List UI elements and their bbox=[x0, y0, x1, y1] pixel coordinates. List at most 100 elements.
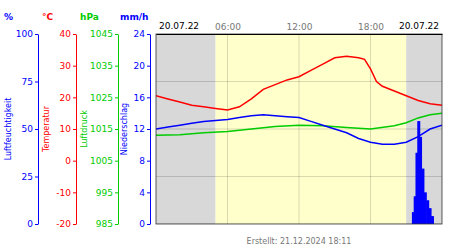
y-tick: 50 bbox=[22, 124, 38, 134]
y-tick-label: 40 bbox=[60, 29, 72, 39]
tick-line bbox=[115, 129, 118, 130]
y-tick: 16 bbox=[134, 93, 150, 103]
y-tick: 1035 bbox=[90, 61, 118, 71]
y-tick-label: 0 bbox=[65, 156, 71, 166]
tick-line bbox=[73, 129, 76, 130]
y-tick-label: 20 bbox=[60, 93, 72, 103]
y-tick-label: 995 bbox=[96, 188, 113, 198]
axis-line bbox=[150, 35, 151, 225]
tick-line bbox=[35, 82, 38, 83]
tick-line bbox=[147, 97, 150, 98]
y-tick-label: 985 bbox=[96, 219, 113, 229]
tick-line bbox=[35, 129, 38, 130]
y-axis: 985 995 1005 1015 1025 1035 1045 bbox=[90, 29, 118, 229]
plot-frame bbox=[156, 34, 442, 224]
y-tick-label: 75 bbox=[22, 77, 33, 87]
grid-line bbox=[156, 34, 442, 35]
y-tick: 10 bbox=[60, 124, 76, 134]
axis-title: Niederschlag bbox=[120, 103, 129, 155]
y-tick-label: 4 bbox=[139, 188, 145, 198]
y-tick: 20 bbox=[134, 61, 150, 71]
y-axis: 0 25 50 75 100 bbox=[16, 29, 39, 229]
axis-unit: °C bbox=[42, 12, 54, 22]
y-tick-label: 50 bbox=[22, 124, 34, 134]
axis-unit: % bbox=[4, 12, 13, 22]
y-tick-label: 16 bbox=[134, 93, 146, 103]
tick-line bbox=[147, 66, 150, 67]
tick-line bbox=[115, 34, 118, 35]
tick-line bbox=[147, 224, 150, 225]
y-tick-label: 12 bbox=[134, 124, 145, 134]
y-tick-label: 100 bbox=[16, 29, 33, 39]
y-tick-label: -20 bbox=[56, 219, 71, 229]
tick-line bbox=[115, 66, 118, 67]
y-tick: 1015 bbox=[90, 124, 118, 134]
y-tick: 995 bbox=[96, 188, 118, 198]
x-axis: 06:00 12:00 18:00 bbox=[157, 22, 443, 35]
tick-line bbox=[73, 97, 76, 98]
axis-title: Luftfeuchtigkeit bbox=[4, 98, 13, 161]
y-tick: 0 bbox=[27, 219, 38, 229]
caption: Erstellt: 21.12.2024 18:11 bbox=[247, 237, 352, 246]
line bbox=[156, 115, 442, 144]
y-tick-label: 20 bbox=[134, 61, 146, 71]
y-tick: 985 bbox=[96, 219, 118, 229]
tick-line bbox=[73, 224, 76, 225]
grid-line bbox=[299, 34, 300, 224]
subtitle: 20.07.22 bbox=[399, 21, 439, 31]
y-tick: 8 bbox=[139, 156, 150, 166]
y-tick-label: 1005 bbox=[90, 156, 113, 166]
y-tick-label: 30 bbox=[60, 61, 72, 71]
tick-line bbox=[35, 34, 38, 35]
tick-line bbox=[73, 34, 76, 35]
y-tick: 40 bbox=[60, 29, 76, 39]
y-tick: 75 bbox=[22, 77, 38, 87]
tick-line bbox=[73, 66, 76, 67]
y-tick: -10 bbox=[56, 188, 76, 198]
x-tick: 18:00 bbox=[358, 22, 384, 34]
y-tick: 25 bbox=[22, 172, 38, 182]
y-tick-label: 24 bbox=[134, 29, 146, 39]
tick-line bbox=[147, 161, 150, 162]
tick-line bbox=[73, 192, 76, 193]
line bbox=[156, 56, 442, 110]
x-tick-label: 12:00 bbox=[287, 22, 313, 32]
tick-line bbox=[147, 129, 150, 130]
plot-area bbox=[156, 34, 442, 224]
y-tick: 1045 bbox=[90, 29, 118, 39]
axis-title: Luftdruck bbox=[80, 110, 89, 148]
y-tick-label: 1015 bbox=[90, 124, 113, 134]
bar bbox=[431, 216, 434, 224]
chart: 06:0012:0018:000255075100Luftfeuchtigkei… bbox=[0, 0, 450, 250]
axis-line bbox=[76, 35, 77, 225]
y-tick-label: 8 bbox=[139, 156, 145, 166]
tick-line bbox=[147, 34, 150, 35]
axis-line bbox=[38, 35, 39, 225]
x-tick-label: 18:00 bbox=[358, 22, 384, 32]
y-tick: 24 bbox=[134, 29, 150, 39]
y-tick-label: 25 bbox=[22, 172, 33, 182]
line bbox=[156, 113, 442, 135]
y-tick-label: 1045 bbox=[90, 29, 113, 39]
y-tick: 1005 bbox=[90, 156, 118, 166]
y-tick-label: -10 bbox=[56, 188, 71, 198]
y-tick: 12 bbox=[134, 124, 150, 134]
y-tick-label: 0 bbox=[139, 219, 145, 229]
y-tick: 0 bbox=[65, 156, 76, 166]
axis-unit: mm/h bbox=[120, 12, 148, 22]
y-tick: 30 bbox=[60, 61, 76, 71]
x-tick-label: 06:00 bbox=[215, 22, 241, 32]
tick-line bbox=[115, 192, 118, 193]
x-tick: 06:00 bbox=[215, 22, 241, 34]
y-tick: 100 bbox=[16, 29, 38, 39]
axis-unit: hPa bbox=[80, 12, 99, 22]
y-tick: -20 bbox=[56, 219, 76, 229]
tick-line bbox=[115, 97, 118, 98]
y-tick-label: 0 bbox=[27, 219, 33, 229]
y-tick-label: 10 bbox=[60, 124, 72, 134]
y-tick: 20 bbox=[60, 93, 76, 103]
axis-title: Temperatur bbox=[42, 105, 51, 153]
tick-line bbox=[35, 177, 38, 178]
tick-line bbox=[147, 192, 150, 193]
y-tick: 1025 bbox=[90, 93, 118, 103]
